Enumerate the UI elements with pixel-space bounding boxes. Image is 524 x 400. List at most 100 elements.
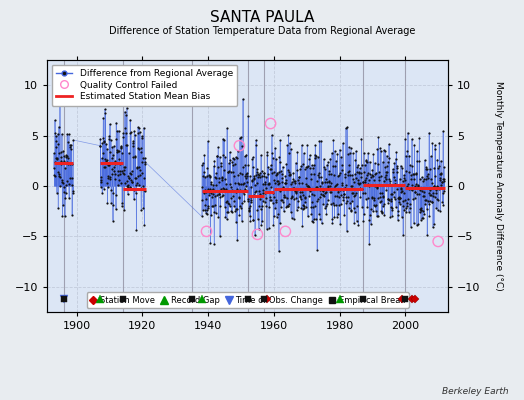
Point [315, 186, 324, 193]
Point [202, 196, 211, 202]
Point [125, 170, 134, 176]
Point [233, 186, 241, 193]
Point [375, 173, 383, 180]
Point [286, 140, 294, 146]
Point [354, 180, 363, 186]
Point [414, 191, 423, 197]
Point [293, 149, 302, 156]
Point [358, 186, 366, 192]
Point [201, 187, 209, 194]
Point [118, 150, 126, 156]
Point [439, 128, 447, 135]
Point [258, 218, 266, 224]
Point [399, 232, 407, 238]
Point [214, 191, 223, 198]
Point [218, 192, 226, 199]
Point [386, 180, 394, 187]
Point [285, 169, 293, 175]
Point [435, 162, 443, 169]
Point [434, 184, 443, 191]
Point [99, 140, 107, 146]
Point [378, 210, 386, 216]
Point [101, 110, 110, 116]
Point [333, 187, 342, 193]
Point [401, 136, 409, 142]
Point [270, 194, 279, 200]
Point [111, 158, 119, 164]
Point [199, 207, 207, 213]
Point [53, 154, 61, 161]
Point [387, 191, 395, 198]
Point [343, 228, 351, 234]
Point [250, 192, 258, 198]
Point [229, 192, 237, 199]
Point [56, 183, 64, 190]
Point [236, 204, 245, 211]
Point [416, 209, 424, 216]
Point [128, 179, 137, 185]
Point [139, 183, 147, 190]
Point [212, 170, 220, 176]
Point [235, 180, 243, 187]
Point [253, 231, 261, 238]
Point [205, 192, 213, 198]
Point [233, 237, 242, 244]
Point [311, 151, 319, 158]
Point [121, 180, 129, 187]
Point [241, 186, 249, 192]
Point [275, 248, 283, 255]
Point [222, 180, 231, 187]
Point [124, 184, 133, 190]
Point [330, 214, 339, 220]
Point [308, 218, 316, 224]
Point [251, 181, 259, 188]
Point [269, 190, 277, 196]
Point [97, 155, 106, 162]
Point [326, 183, 334, 189]
Point [206, 181, 215, 188]
Point [112, 192, 120, 198]
Point [277, 197, 286, 204]
Point [374, 213, 382, 219]
Point [350, 193, 358, 199]
Point [352, 190, 360, 196]
Point [52, 144, 60, 150]
Point [304, 182, 313, 189]
Point [428, 180, 436, 186]
Point [310, 192, 319, 198]
Point [317, 137, 325, 144]
Point [268, 170, 276, 176]
Point [98, 190, 106, 196]
Point [207, 189, 215, 196]
Point [108, 166, 116, 172]
Point [254, 226, 263, 232]
Point [211, 174, 219, 181]
Point [300, 150, 308, 157]
Point [357, 136, 366, 142]
Point [136, 149, 145, 155]
Point [68, 161, 76, 168]
Point [314, 172, 322, 178]
Point [393, 186, 401, 192]
Point [433, 207, 442, 214]
Point [346, 200, 354, 206]
Point [383, 152, 391, 159]
Point [233, 206, 242, 212]
Point [286, 171, 294, 177]
Point [124, 172, 132, 179]
Point [338, 162, 346, 168]
Point [406, 205, 414, 211]
Point [388, 205, 396, 211]
Point [235, 212, 244, 218]
Point [409, 184, 417, 191]
Point [208, 194, 216, 200]
Point [279, 185, 288, 192]
Point [278, 171, 286, 178]
Point [312, 152, 321, 159]
Point [219, 192, 227, 198]
Point [139, 124, 148, 131]
Point [314, 196, 322, 202]
Point [398, 214, 406, 220]
Point [411, 183, 419, 190]
Point [292, 190, 301, 196]
